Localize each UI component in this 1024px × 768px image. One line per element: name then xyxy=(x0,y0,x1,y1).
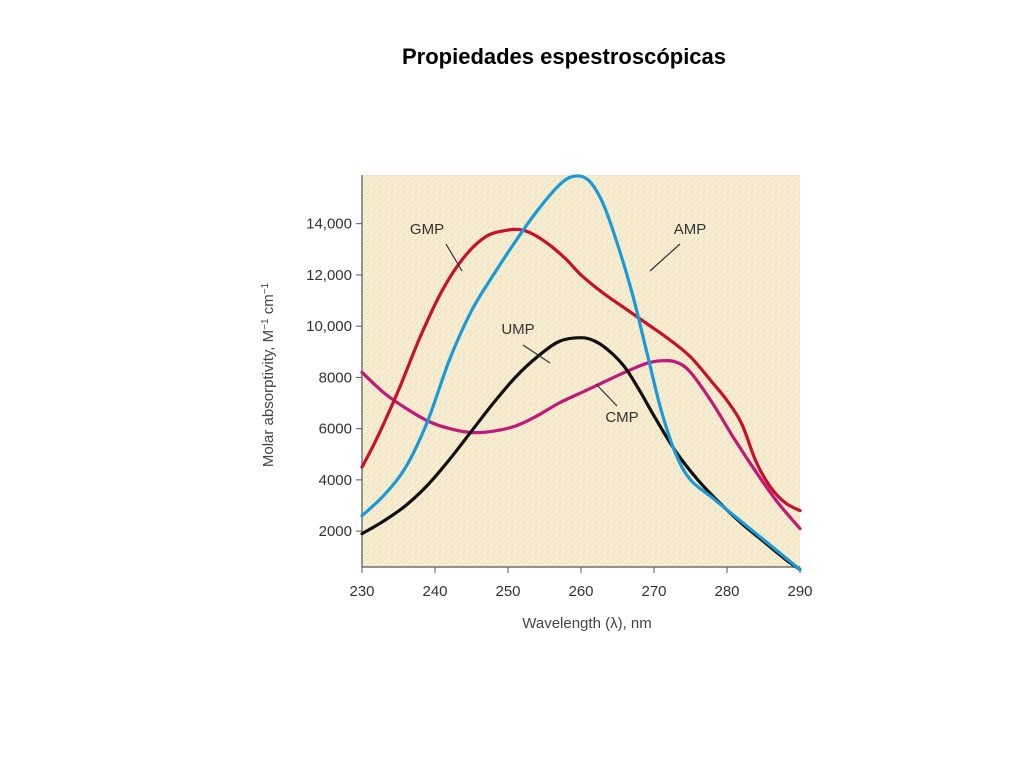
series-line-cmp xyxy=(360,358,802,531)
leader-line-gmp xyxy=(445,243,463,272)
axes: 2000 4000 6000 8000 10,000 12,000 14,000 230 240… xyxy=(306,175,813,600)
x-tick-label: 270 xyxy=(641,583,666,600)
y-axis-label-sup-2: −1 xyxy=(260,282,271,294)
leader-line-ump xyxy=(522,344,551,364)
y-tick-label: 14,000 xyxy=(306,216,352,233)
curve-labels: GMP AMP UMP CMP xyxy=(410,221,706,426)
y-axis-label-mid: cm xyxy=(260,294,277,318)
curve-label-cmp: CMP xyxy=(605,409,638,426)
y-tick-label: 8000 xyxy=(319,369,352,386)
x-tick-label: 260 xyxy=(568,583,593,600)
x-axis-label: Wavelength (λ), nm xyxy=(522,615,652,632)
series-lines xyxy=(360,174,802,572)
y-tick-label: 10,000 xyxy=(306,318,352,335)
y-tick-label: 2000 xyxy=(319,523,352,540)
y-axis-label-main: Molar absorptivity, M xyxy=(260,330,277,467)
curve-label-gmp: GMP xyxy=(410,221,444,238)
leader-line-amp xyxy=(649,243,681,272)
x-tick-label: 290 xyxy=(787,583,812,600)
x-tick-label: 250 xyxy=(495,583,520,600)
curve-label-ump: UMP xyxy=(501,321,534,338)
slide-title: Propiedades espestroscópicas xyxy=(401,44,727,69)
plot-area xyxy=(362,175,800,567)
series-line-amp xyxy=(360,174,802,572)
series-line-gmp xyxy=(360,227,802,513)
y-tick-label: 12,000 xyxy=(306,267,352,284)
y-axis-label: Molar absorptivity, M−1 cm−1 xyxy=(260,282,278,467)
x-tick-label: 240 xyxy=(422,583,447,600)
y-tick-label: 4000 xyxy=(319,472,352,489)
curve-label-amp: AMP xyxy=(674,221,707,238)
y-axis-label-sup-1: −1 xyxy=(260,318,271,330)
y-tick-label: 6000 xyxy=(319,421,352,438)
x-tick-label: 230 xyxy=(349,583,374,600)
leader-line-cmp xyxy=(595,383,618,407)
x-tick-label: 280 xyxy=(714,583,739,600)
